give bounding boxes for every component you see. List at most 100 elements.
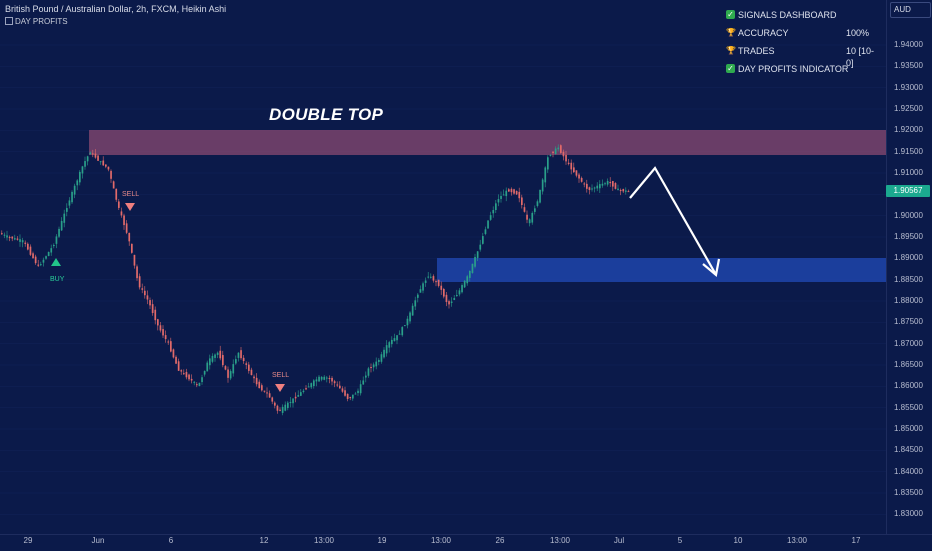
time-tick-label: 17 [851,536,861,545]
candle-body [502,194,505,196]
candle-body [8,236,11,238]
check-icon: ✓ [726,64,735,73]
candle-body [193,381,196,383]
candle-body [383,349,385,358]
candle-body [625,190,627,192]
candle-body [326,377,328,379]
candle-body [3,234,6,236]
candle-body [339,385,341,389]
candle-body [606,180,609,185]
candle-body [250,369,253,376]
candle-body [456,294,458,297]
currency-label[interactable]: AUD [890,2,931,18]
time-axis[interactable] [0,534,932,551]
time-tick-label: Jun [91,536,105,545]
candle-body [500,195,502,199]
price-tick-label: 1.93500 [894,61,923,71]
candle-body [336,384,339,386]
time-tick-label: 10 [733,536,743,545]
candle-body [419,289,422,293]
candle-body [11,236,14,239]
candle-body [32,253,34,259]
candle-body [404,325,406,327]
candle-body [271,397,274,402]
candle-body [263,390,266,392]
candle-body [344,390,346,396]
candle-body [224,366,227,370]
price-axis[interactable] [886,0,932,534]
candle-body [622,189,625,192]
candle-body [612,181,614,187]
candle-body [539,189,541,203]
candle-body [552,151,554,154]
time-tick-label: 12 [259,536,269,545]
candle-body [508,189,510,192]
candle-body [63,213,66,223]
support-zone [437,258,886,282]
candle-body [133,254,136,266]
candle-body [523,207,526,212]
resistance-zone [89,130,886,155]
candle-body [94,153,97,158]
time-tick-label: 29 [23,536,33,545]
candle-body [349,397,352,399]
candle-body [580,177,583,182]
candle-body [526,214,528,220]
candle-body [255,377,258,385]
candle-body [489,215,492,220]
candle-body [258,381,261,389]
candle-body [240,350,242,359]
symbol-title[interactable]: British Pound / Australian Dollar, 2h, F… [5,4,227,14]
candle-body [318,376,320,382]
candle-body [352,394,354,399]
candle-body [391,339,393,345]
candle-body [430,276,432,278]
candle-body [417,294,419,298]
price-tick-label: 1.92500 [894,104,923,113]
candle-body [146,295,149,300]
price-chart[interactable]: SELL BUY SELL [0,0,886,534]
candle-body [310,383,313,388]
candle-body [21,240,24,243]
candle-body [203,370,206,375]
candle-body [196,384,198,386]
candle-body [167,341,170,343]
price-tick-label: 1.89000 [894,253,923,263]
candle-body [47,251,50,257]
price-tick-label: 1.86500 [894,360,923,369]
candle-body [422,283,424,291]
candle-body [393,338,396,342]
candle-body [99,161,102,163]
candle-body [55,236,58,244]
candle-body [463,280,466,288]
price-tick-label: 1.83000 [894,509,923,519]
candle-body [79,171,81,183]
candle-body [27,243,29,250]
candle-body [583,183,586,185]
candle-body [372,364,375,368]
indicator-label[interactable]: DAY PROFITS [5,17,68,26]
candle-body [315,379,318,382]
candle-body [274,402,276,406]
price-tick-label: 1.86000 [894,381,923,391]
candle-body [424,280,427,283]
time-tick-label: 13:00 [786,536,808,545]
price-tick-label: 1.91000 [894,168,923,177]
candle-body [50,248,53,253]
candle-body [276,405,279,411]
candle-body [586,183,588,189]
candle-body [443,289,445,297]
candle-body [487,220,489,229]
candle-body [435,281,437,283]
candle-body [599,184,601,189]
candle-body [593,187,596,189]
candle-body [110,170,112,179]
candle-body [60,220,63,231]
candle-body [528,219,531,224]
candle-body [614,183,617,189]
candle-body [206,362,209,372]
candle-body [237,352,240,358]
candle-body [619,190,622,192]
candle-body [89,152,92,155]
